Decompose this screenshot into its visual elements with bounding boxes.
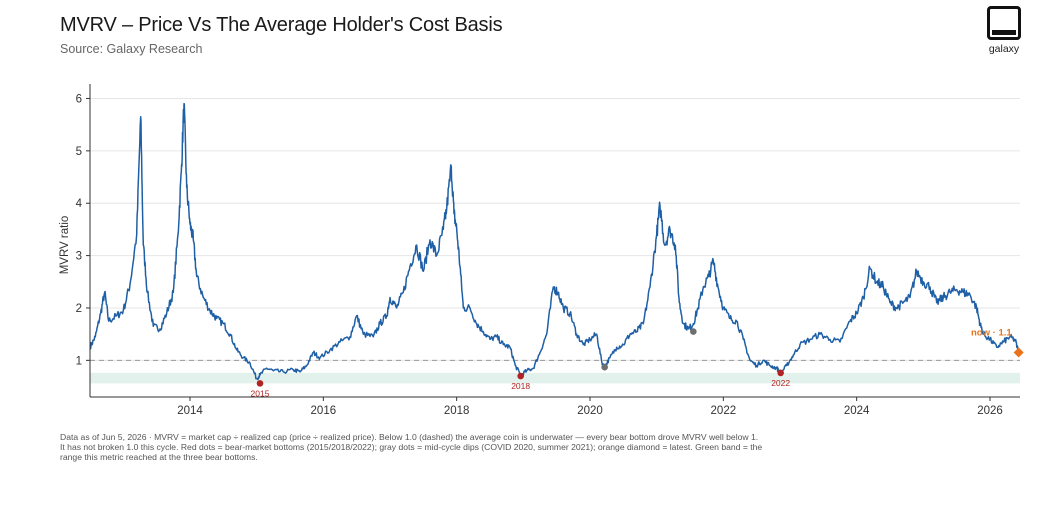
y-tick-label-1: 1 — [76, 355, 82, 367]
mvrv-series — [89, 102, 1020, 381]
bear-bottom-band-rect — [90, 372, 1020, 384]
bear-bottom-label-2015: 2015 — [251, 388, 270, 398]
x-tick-label-2016: 2016 — [311, 405, 337, 417]
brand-logo: galaxy — [982, 6, 1026, 55]
x-tick-label-2026: 2026 — [977, 405, 1003, 417]
footnote-line-2: It has not broken 1.0 this cycle. Red do… — [60, 442, 763, 452]
chart-subtitle: Source: Galaxy Research — [60, 42, 203, 56]
footnote-line-3: range this metric reached at the three b… — [60, 452, 258, 462]
latest-label: now · 1.1 — [971, 327, 1012, 338]
mid-cycle-dip-dot-4 — [690, 328, 697, 335]
mvrv-chart: 2014 2016 2018 2020 2022 2024 2026 1 2 3 4 5 6 2015… — [59, 84, 1024, 417]
bear-bottom-dot-2022 — [777, 369, 784, 377]
mid-cycle-dip-dot-3 — [601, 363, 608, 371]
footnote: Data as of Jun 5, 2026 · MVRV = market c… — [60, 432, 820, 462]
bear-bottom-label-2018: 2018 — [511, 381, 530, 391]
bear-bottom-dot-2018 — [517, 372, 524, 380]
x-tick-labels: 2014 2016 2018 2020 2022 2024 2026 — [177, 397, 1003, 417]
y-tick-label-3: 3 — [76, 251, 82, 263]
y-tick-label-5: 5 — [76, 146, 82, 158]
galaxy-logo-icon — [987, 6, 1021, 40]
mvrv-line — [89, 102, 1020, 381]
latest-diamond — [1013, 347, 1024, 358]
y-tick-label-4: 4 — [76, 198, 83, 210]
x-tick-label-2020: 2020 — [577, 405, 603, 417]
y-axis-label: MVRV ratio — [59, 216, 71, 275]
axes — [89, 84, 1020, 398]
x-tick-label-2018: 2018 — [444, 405, 470, 417]
footnote-line-1: Data as of Jun 5, 2026 · MVRV = market c… — [60, 432, 759, 442]
x-tick-label-2024: 2024 — [844, 405, 870, 417]
bear-bottom-dot-2015 — [256, 380, 264, 387]
y-tick-label-2: 2 — [76, 303, 82, 315]
bear-bottom-label-2022: 2022 — [771, 378, 790, 388]
bear-bottom-band — [90, 372, 1020, 384]
chart-title: MVRV – Price Vs The Average Holder's Cos… — [60, 14, 503, 36]
x-tick-label-2014: 2014 — [177, 405, 203, 417]
x-tick-label-2022: 2022 — [711, 405, 737, 417]
markers: 2015 2018 2022 now · 1.1 — [251, 327, 1024, 398]
grid-lines — [90, 97, 1020, 361]
y-tick-label-6: 6 — [76, 93, 82, 105]
logo-text: galaxy — [988, 43, 1020, 55]
y-tick-labels: 1 2 3 4 5 6 — [76, 93, 90, 367]
